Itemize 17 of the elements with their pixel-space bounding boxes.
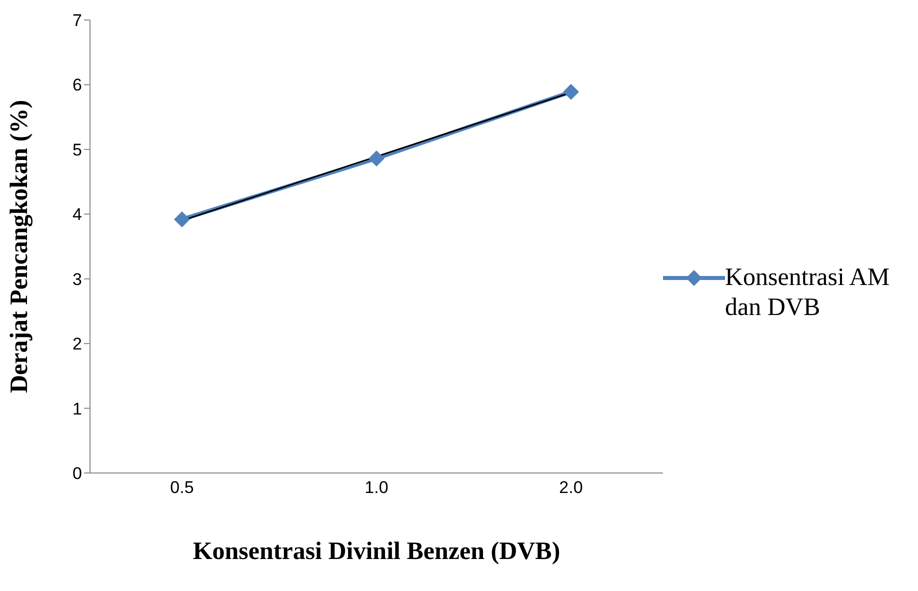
point (368, 150, 384, 166)
y-tick-label: 2 (72, 334, 82, 354)
y-tick-label: 3 (72, 270, 82, 289)
x-axis-title: Konsentrasi Divinil Benzen (DVB) (192, 538, 560, 565)
point (174, 211, 190, 228)
y-tick-label: 7 (72, 11, 82, 30)
legend-label: Konsentrasi AM dan DVB (725, 263, 891, 323)
y-tick-label: 0 (72, 464, 82, 484)
y-axis-title: Derajat Pencangkokan (%) (6, 100, 33, 394)
x-tick-label: 1.0 (364, 478, 388, 498)
x-tick-label: 2.0 (559, 478, 583, 498)
y-tick-label: 5 (72, 140, 82, 160)
y-tick-label: 4 (72, 205, 82, 224)
y-tick-label: 6 (72, 76, 82, 95)
point (563, 84, 579, 100)
x-tick-label: 0.5 (170, 478, 194, 498)
y-tick-label: 1 (72, 399, 82, 418)
